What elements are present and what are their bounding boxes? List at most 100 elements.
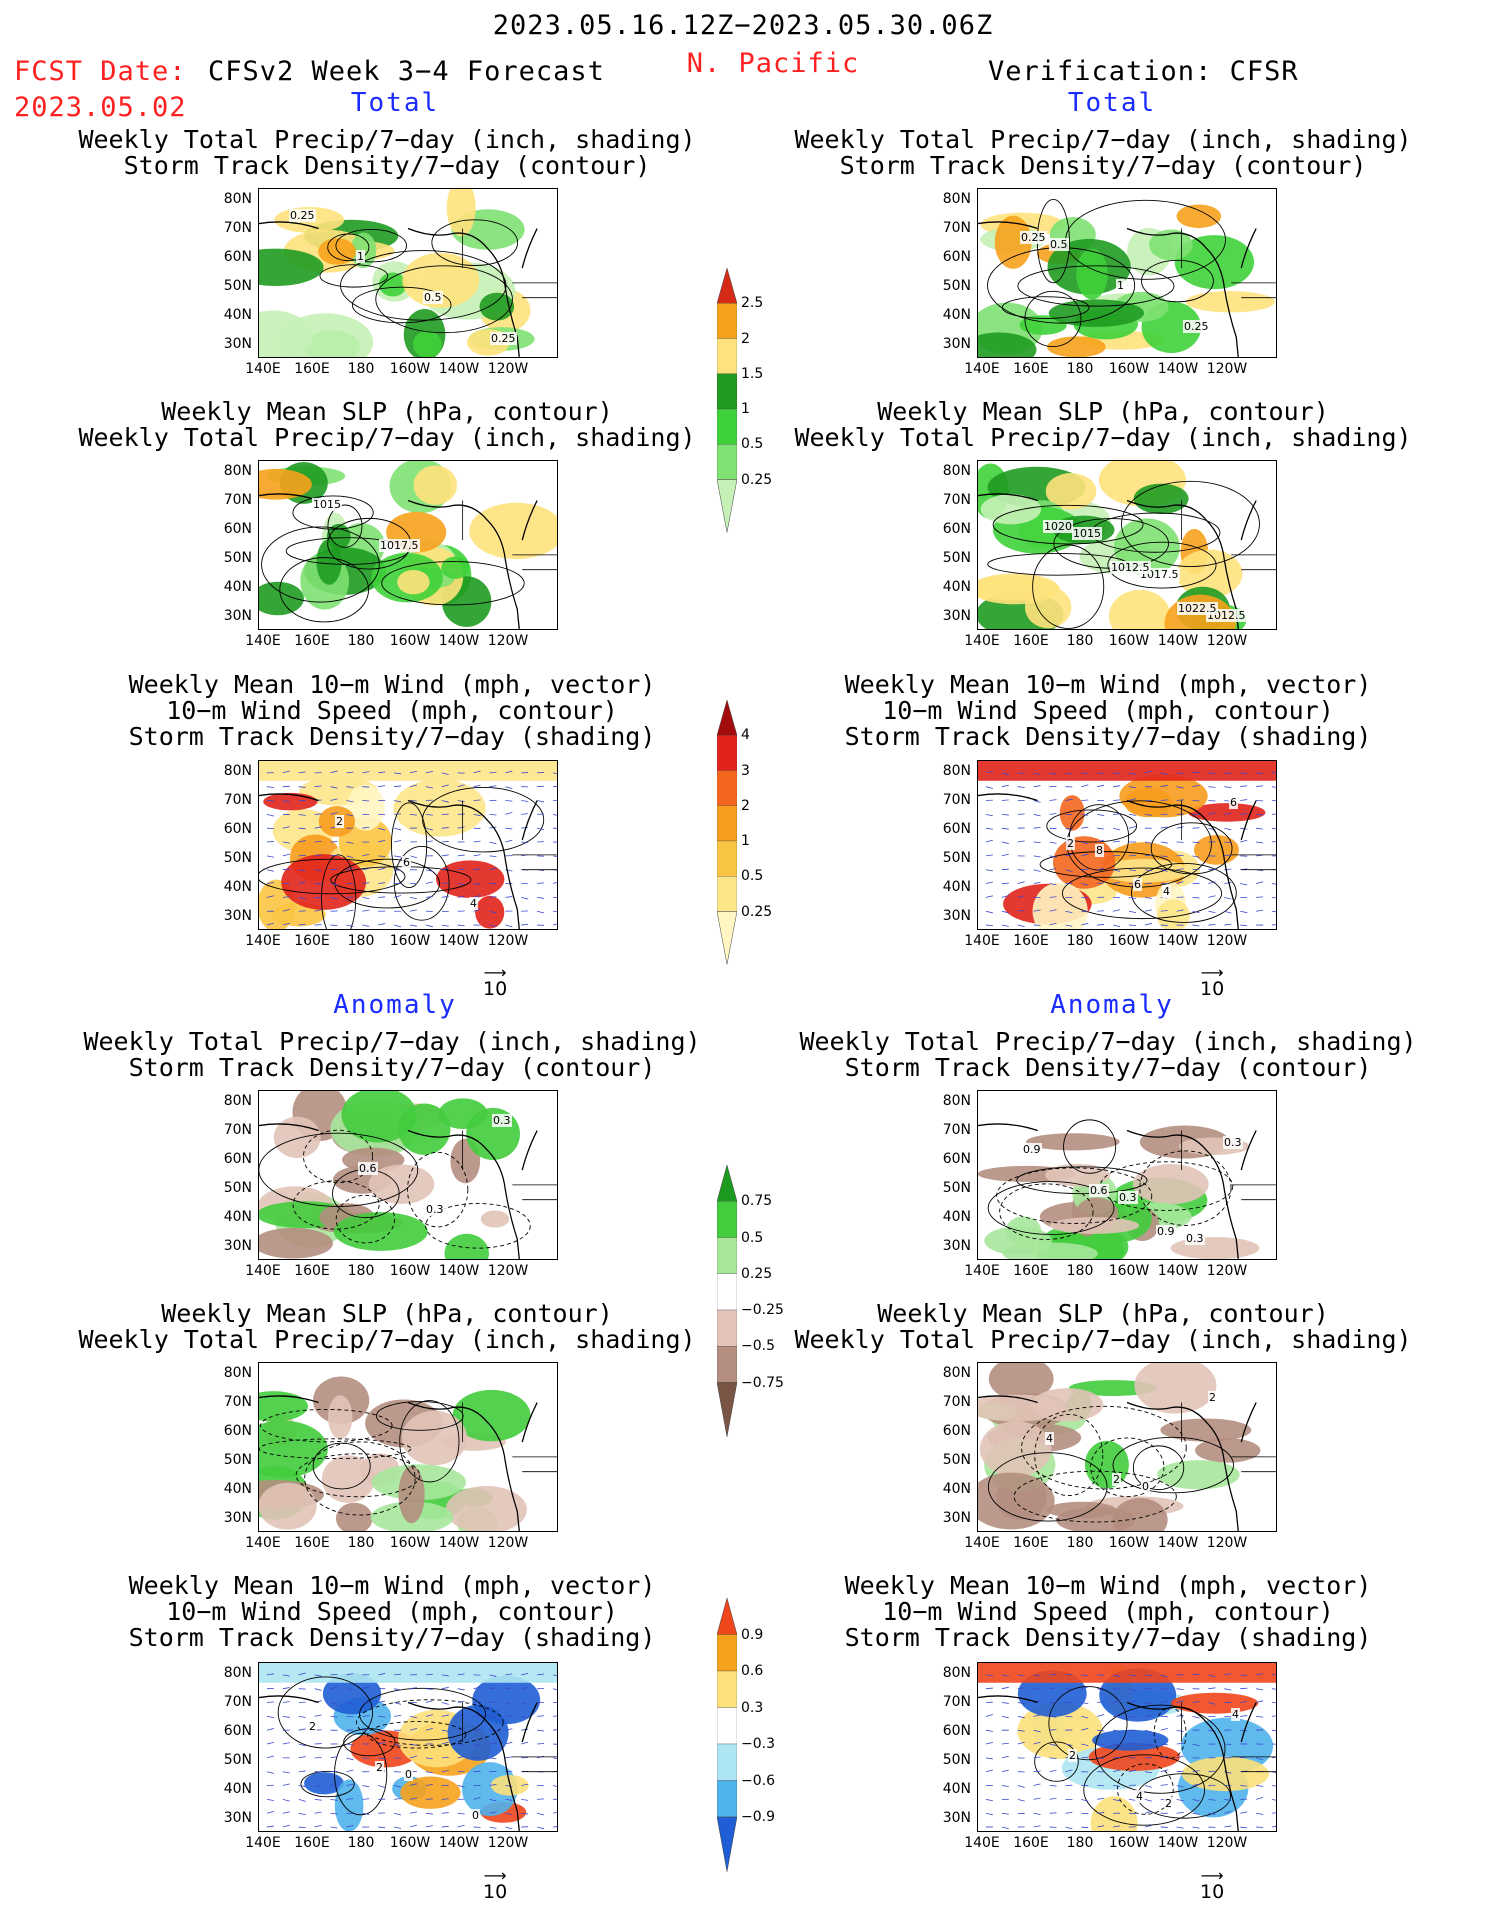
wind-vector (1081, 826, 1089, 829)
lon-tick-label: 160E (1013, 633, 1049, 649)
colorbar-label: 0.5 (741, 436, 764, 453)
colorbar-label: −0.5 (741, 1338, 775, 1355)
title-line: Weekly Total Precip/7−day (inch, shading… (78, 125, 696, 154)
contour-label: 0.6 (358, 1162, 378, 1175)
contour-line (399, 1400, 460, 1483)
wind-vector (1144, 1810, 1152, 1814)
coastline (978, 1395, 1257, 1531)
wind-vector (1271, 924, 1276, 926)
lon-tick-label: 120W (487, 1263, 529, 1279)
lon-tick-label: 140W (1157, 361, 1199, 377)
colorbar-top-arrow (716, 1597, 738, 1635)
colorbar-label: −0.75 (741, 1374, 784, 1391)
vector-ref-r6-left: ⟶ 10 (483, 1868, 507, 1904)
wind-vector (1224, 1811, 1232, 1814)
contour-label: 1012.5 (1110, 561, 1151, 574)
wind-vector (282, 770, 290, 774)
lon-tick-label: 160E (294, 633, 330, 649)
wind-vector (425, 1783, 433, 1786)
colorbar-label: 0.5 (741, 868, 764, 885)
contour-line (359, 1687, 487, 1741)
wind-vector (505, 1826, 513, 1830)
lon-tick-label: 160W (1108, 633, 1150, 649)
wind-vector (457, 1785, 465, 1788)
title-line: Storm Track Density/7−day (contour) (123, 151, 651, 180)
shading-patch (1046, 1501, 1117, 1519)
wind-vector (1256, 1797, 1264, 1800)
wind-vector (1208, 881, 1216, 884)
wind-vector (298, 1812, 306, 1816)
arrow-icon: ⟶ (483, 963, 507, 982)
wind-vector (378, 1826, 386, 1829)
political-border (1181, 1130, 1276, 1201)
lat-tick-label: 80N (942, 763, 971, 779)
wind-vector (473, 854, 481, 857)
wind-vector (441, 882, 449, 884)
wind-vector (1160, 1688, 1168, 1690)
lon-tick-label: 160E (1013, 361, 1049, 377)
contour-line (356, 1699, 504, 1746)
lon-tick-label: 120W (487, 361, 529, 377)
wind-vector (1017, 1729, 1025, 1732)
shading-patch (1084, 1440, 1129, 1489)
wind-vector (457, 924, 465, 927)
lon-tick-label: 160W (1108, 1263, 1150, 1279)
wind-vector (1192, 896, 1200, 899)
wind-vector (457, 1714, 465, 1717)
wind-vector (1033, 1825, 1041, 1828)
wind-vector (552, 855, 557, 858)
lat-tick-label: 80N (942, 1365, 971, 1381)
wind-vector (1160, 772, 1168, 776)
wind-vector (346, 813, 354, 817)
wind-vector (985, 1798, 993, 1802)
contour-line (327, 233, 370, 262)
wind-vector (1097, 1825, 1105, 1828)
wind-vector (537, 896, 545, 899)
wind-vector (985, 881, 993, 884)
wind-vector (537, 1826, 545, 1830)
wind-vector (1049, 1797, 1057, 1800)
wind-vector (409, 1687, 418, 1690)
contour-label: 2 (335, 815, 344, 828)
lat-tick-label: 50N (223, 1180, 252, 1196)
wind-vector (282, 1715, 290, 1718)
wind-vector (362, 1686, 370, 1690)
shading-band (259, 1663, 557, 1683)
colorbar-label: 4 (741, 727, 750, 744)
wind-vector (1160, 855, 1168, 858)
wind-vector (489, 1784, 497, 1786)
wind-vector (1017, 1702, 1025, 1705)
lat-tick-label: 40N (223, 1209, 252, 1225)
lat-tick-label: 40N (942, 1481, 971, 1497)
wind-vector (552, 785, 557, 788)
wind-vector (521, 813, 529, 815)
wind-vector (266, 922, 274, 926)
wind-vector (282, 1687, 290, 1690)
wind-vector (1240, 1715, 1248, 1717)
shading-patch (413, 330, 442, 357)
wind-vector (1033, 1688, 1041, 1690)
wind-vector (298, 1672, 306, 1676)
lat-tick-label: 30N (942, 908, 971, 924)
lon-tick-label: 140E (245, 633, 281, 649)
wind-vector (521, 1798, 529, 1801)
wind-vector (346, 771, 354, 774)
title-line: Storm Track Density/7−day (shading) (844, 1623, 1372, 1652)
wind-vector (473, 1797, 481, 1800)
lat-tick-label: 80N (223, 1665, 252, 1681)
contour-line (1021, 1405, 1187, 1490)
lat-tick-label: 60N (942, 249, 971, 265)
wind-vector (393, 1743, 402, 1747)
contour-label: 1015 (312, 498, 342, 511)
contour-line (300, 1770, 355, 1798)
wind-vector (282, 896, 290, 898)
wind-vector (473, 1743, 481, 1747)
wind-vector (473, 840, 481, 843)
wind-vector (1271, 786, 1276, 788)
contour-label: 6 (1229, 796, 1238, 809)
colorbar-segment (716, 1346, 738, 1383)
wind-vector (489, 910, 497, 914)
wind-vector (1144, 869, 1152, 872)
wind-vector (985, 910, 993, 914)
lon-tick-label: 140E (964, 1535, 1000, 1551)
